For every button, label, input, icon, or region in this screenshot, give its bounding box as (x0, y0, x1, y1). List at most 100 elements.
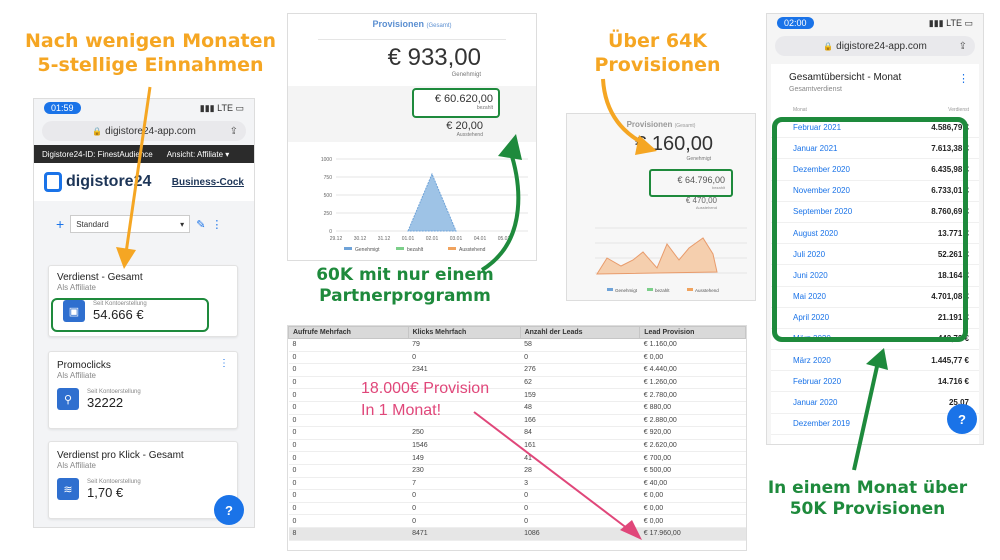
digistore-logo[interactable]: digistore24 (44, 172, 151, 192)
list-item[interactable]: Februar 2021 4.586,79 € (771, 117, 979, 139)
x-tick-label: 03.01 (450, 236, 463, 242)
list-item[interactable]: Dezember 2020 6.435,98 € (771, 159, 979, 181)
x-tick-label: 30.12 (354, 236, 367, 242)
legend-label: bezahlt (407, 247, 424, 253)
column-header[interactable]: Aufrufe Mehrfach (288, 326, 409, 339)
table-cell: € 40,00 (639, 477, 746, 491)
x-tick-label: 01.01 (402, 236, 415, 242)
stat-card-promoclicks[interactable]: Promoclicks Als Affiliate ⋮ ⚲ Seit Konto… (48, 351, 238, 429)
pending-amount: € 20,00 (446, 120, 483, 132)
help-button[interactable]: ? (214, 495, 244, 525)
legend-swatch (607, 288, 613, 291)
clock: 02:00 (777, 17, 814, 29)
highlight-box-monthly (772, 117, 968, 342)
paid-amount: € 64.796,00 (677, 175, 725, 185)
y-tick-label: 1000 (321, 157, 332, 163)
table-cell: € 1.160,00 (639, 338, 746, 352)
table-cell: 84 (520, 426, 640, 440)
table-cell: 0 (288, 477, 409, 491)
signal-indicator: ▮▮▮ LTE ▭ (199, 102, 244, 113)
table-cell: 0 (408, 502, 521, 516)
list-item[interactable]: Mai 2020 4.701,08 € (771, 287, 979, 308)
card-menu-icon[interactable]: ⋮ (958, 73, 969, 85)
address-bar[interactable]: 🔒 digistore24-app.com ⇪ (775, 36, 975, 56)
list-item[interactable]: September 2020 8.760,69 € (771, 202, 979, 223)
column-header[interactable]: Lead Provision (639, 326, 746, 339)
x-tick-label: 04.01 (474, 236, 487, 242)
approved-amount: € 933,00 (387, 44, 481, 71)
legend-label: Ausstehend (459, 247, 486, 253)
add-icon[interactable]: + (56, 216, 65, 232)
header: digistore24 Business-Cock (34, 163, 254, 201)
table-cell: 62 (520, 376, 640, 390)
table-cell: € 1.260,00 (639, 376, 746, 390)
list-item[interactable]: Januar 2021 7.613,38 € (771, 138, 979, 160)
green-arrow-up (480, 134, 522, 272)
table-cell: 0 (288, 426, 409, 440)
signal-indicator: ▮▮▮ LTE ▭ (928, 17, 973, 28)
share-icon[interactable]: ⇪ (229, 125, 238, 137)
legend-swatch (448, 247, 456, 250)
list-item[interactable]: August 2020 13.771 € (771, 223, 979, 245)
table-cell: 161 (520, 439, 640, 453)
table-cell: 166 (520, 414, 640, 428)
table-row: 0 7 3 € 40,00 (288, 477, 746, 491)
table-row: 0 62 € 1.260,00 (288, 376, 746, 390)
month-label: Januar 2021 (793, 143, 838, 153)
table-row: 0 159 € 2.780,00 (288, 388, 746, 402)
list-item[interactable]: Juli 2020 52.261 € (771, 244, 979, 266)
view-switch[interactable]: Ansicht: Affiliate ▾ (166, 149, 230, 159)
caret-down-icon: ▾ (225, 149, 230, 159)
list-item[interactable]: November 2020 6.733,01 € (771, 181, 979, 202)
list-item[interactable]: April 2020 21.191 € (771, 308, 979, 329)
month-value: 6.733,01 € (931, 186, 969, 196)
table-total-row: 8 8471 1086 € 17.960,00 (288, 527, 746, 541)
table-cell: 1546 (408, 439, 521, 453)
stat-card-earnings[interactable]: Verdienst - Gesamt Als Affiliate ▣ Seit … (48, 265, 238, 337)
month-value: 6.435,98 € (931, 164, 969, 174)
table-cell: 0 (520, 514, 640, 528)
table-cell: € 2.620,00 (639, 439, 746, 453)
table-cell (408, 388, 521, 402)
table-cell: 0 (520, 351, 640, 365)
month-label: Juli 2020 (793, 249, 826, 259)
more-icon[interactable]: ⋮ (211, 218, 223, 231)
month-value: 14.716 € (937, 376, 969, 386)
highlight-box: € 60.620,00 bezahlt (412, 88, 500, 118)
table-cell: 8 (288, 338, 409, 352)
table-row: 0 0 0 € 0,00 (288, 489, 746, 503)
help-button[interactable]: ? (947, 404, 977, 434)
edit-icon[interactable]: ✎ (196, 218, 206, 231)
month-label: September 2020 (793, 207, 853, 217)
table-cell: 0 (288, 514, 409, 528)
business-link[interactable]: Business-Cock (171, 176, 244, 188)
monthly-list: Februar 2021 4.586,79 € Januar 2021 7.613,3… (771, 117, 979, 435)
table-cell: 0 (288, 451, 409, 465)
commission-line-chart: Genehmigt bezahlt Ausstehend (595, 227, 747, 293)
overview-card: Gesamtübersicht - Monat Gesamtverdienst … (771, 64, 979, 444)
month-label: April 2020 (793, 313, 830, 323)
month-value: 21.191 € (937, 313, 969, 323)
lock-icon: 🔒 (823, 41, 834, 51)
legend-label: Genehmigt (355, 247, 380, 253)
commission-chart-screenshot-1: Provisionen (Gesamt) € 933,00 Genehmigt … (287, 13, 537, 261)
list-item[interactable]: Februar 2020 14.716 € (771, 371, 979, 393)
table-cell (408, 414, 521, 428)
lock-icon: 🔒 (92, 126, 103, 136)
table-cell: € 880,00 (639, 401, 746, 415)
caption-top-left: Nach wenigen Monaten 5-stellige Einnahme… (24, 30, 277, 76)
card-menu-icon[interactable]: ⋮ (219, 358, 229, 369)
column-header[interactable]: Klicks Mehrfach (407, 326, 521, 339)
month-label: März 2020 (793, 355, 831, 365)
list-item[interactable]: Januar 2020 25.07 (771, 392, 979, 414)
share-icon[interactable]: ⇪ (958, 40, 967, 52)
card-title: Gesamtübersicht - Monat (789, 72, 902, 83)
legend-swatch (647, 288, 653, 291)
legend-label: Ausstehend (695, 288, 719, 293)
signal-icon: ▮▮▮ (199, 102, 215, 113)
list-item[interactable]: Juni 2020 18.164 € (771, 265, 979, 287)
month-label: Januar 2020 (793, 398, 838, 408)
column-header[interactable]: Anzahl der Leads (519, 326, 641, 339)
table-cell: 0 (288, 401, 409, 415)
stat-card-earnings-per-click[interactable]: Verdienst pro Klick - Gesamt Als Affilia… (48, 441, 238, 519)
